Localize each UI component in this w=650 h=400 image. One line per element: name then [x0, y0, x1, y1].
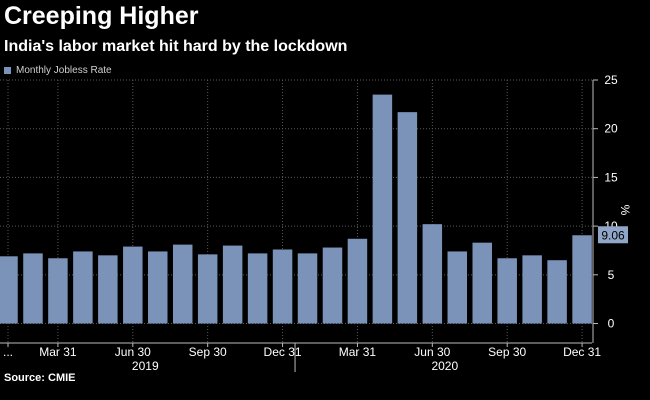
bar	[272, 249, 293, 324]
y-tick-label: 15	[604, 170, 618, 184]
legend: Monthly Jobless Rate	[4, 65, 112, 76]
bar	[547, 260, 567, 324]
y-tick-label: 20	[604, 122, 618, 136]
y-tick-label: 0	[608, 317, 615, 331]
x-tick-label: Jun 30	[115, 345, 151, 359]
x-tick-label: ...	[3, 345, 13, 359]
chart-title: Creeping Higher	[4, 2, 199, 30]
x-year-label: 2019	[132, 359, 159, 373]
x-tick-label: Dec 31	[264, 345, 302, 359]
x-tick-label: Mar 31	[339, 345, 377, 359]
x-tick-label: Jun 30	[414, 345, 450, 359]
bar	[497, 258, 517, 324]
legend-swatch	[4, 67, 11, 74]
source-note: Source: CMIE	[4, 372, 76, 384]
bar	[48, 258, 68, 324]
bar	[422, 224, 443, 324]
bar	[447, 251, 468, 324]
x-year-label: 2020	[431, 359, 458, 373]
bar	[247, 253, 268, 324]
y-axis-unit-label: %	[618, 205, 632, 216]
bar	[372, 94, 393, 324]
x-tick-label: Mar 31	[39, 345, 77, 359]
bar	[397, 112, 418, 324]
x-tick-label: Dec 31	[563, 345, 601, 359]
bar	[472, 242, 492, 324]
bar	[522, 255, 542, 324]
bar	[98, 255, 118, 324]
last-value-badge	[598, 226, 628, 244]
bar	[347, 238, 368, 324]
last-value-label: 9.06	[601, 228, 625, 242]
x-tick-label: Sep 30	[189, 345, 227, 359]
bar	[297, 253, 318, 324]
legend-label: Monthly Jobless Rate	[16, 65, 112, 76]
bar	[222, 245, 243, 324]
bar	[572, 235, 592, 324]
bar	[23, 253, 43, 324]
bar	[73, 251, 93, 324]
bar	[172, 244, 193, 324]
bar	[197, 254, 218, 324]
bar	[322, 247, 343, 324]
bar	[148, 251, 168, 324]
y-tick-label: 5	[608, 268, 615, 282]
bar	[123, 246, 143, 324]
y-tick-label: 25	[604, 73, 618, 87]
x-tick-label: Sep 30	[488, 345, 526, 359]
chart-subtitle: India's labor market hit hard by the loc…	[4, 38, 348, 55]
bar	[0, 256, 18, 324]
